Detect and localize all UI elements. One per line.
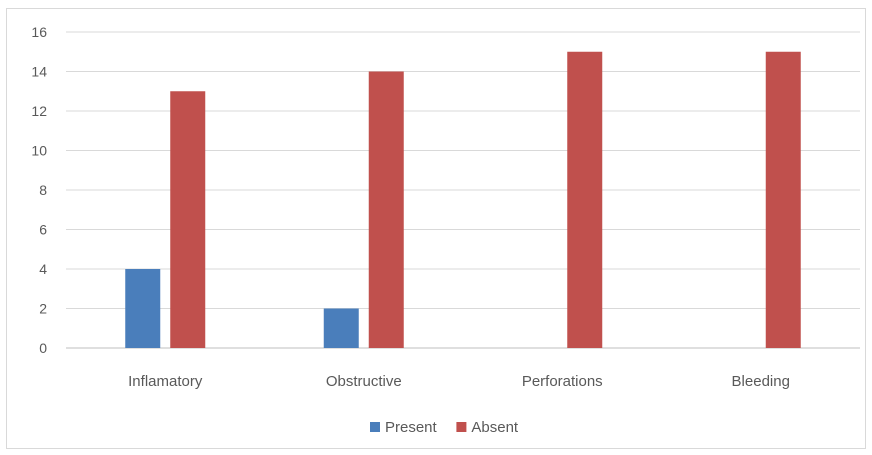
legend-swatch-absent <box>456 422 467 432</box>
y-tick-label: 4 <box>39 261 47 277</box>
y-tick-label: 8 <box>39 182 47 198</box>
bar-absent-obstructive <box>368 71 404 348</box>
x-category-label: Perforations <box>522 373 603 390</box>
bar-present-obstructive <box>323 308 359 348</box>
legend-swatch-present <box>370 422 380 432</box>
x-axis-labels: Inflamatory Obstructive Perforations Bleedi… <box>128 373 790 390</box>
y-tick-label: 16 <box>31 24 47 40</box>
legend-label-present: Present <box>385 419 438 436</box>
y-tick-label: 0 <box>39 340 47 356</box>
y-tick-label: 6 <box>39 222 47 238</box>
bar-present-inflamatory <box>125 269 161 348</box>
y-tick-label: 12 <box>31 103 47 119</box>
bar-absent-inflamatory <box>170 91 206 348</box>
bar-absent-bleeding <box>765 51 801 348</box>
x-category-label: Inflamatory <box>128 373 203 390</box>
y-tick-label: 2 <box>39 301 47 317</box>
legend: Present Absent <box>370 419 519 436</box>
y-tick-label: 10 <box>31 143 47 159</box>
y-tick-label: 14 <box>31 64 47 80</box>
x-category-label: Bleeding <box>732 373 790 390</box>
bars <box>125 51 801 348</box>
x-category-label: Obstructive <box>326 373 402 390</box>
chart-frame <box>6 8 866 449</box>
bar-absent-perforations <box>567 51 603 348</box>
legend-label-absent: Absent <box>471 419 519 436</box>
y-axis-ticks: 0 2 4 6 8 10 12 14 16 <box>31 24 47 356</box>
